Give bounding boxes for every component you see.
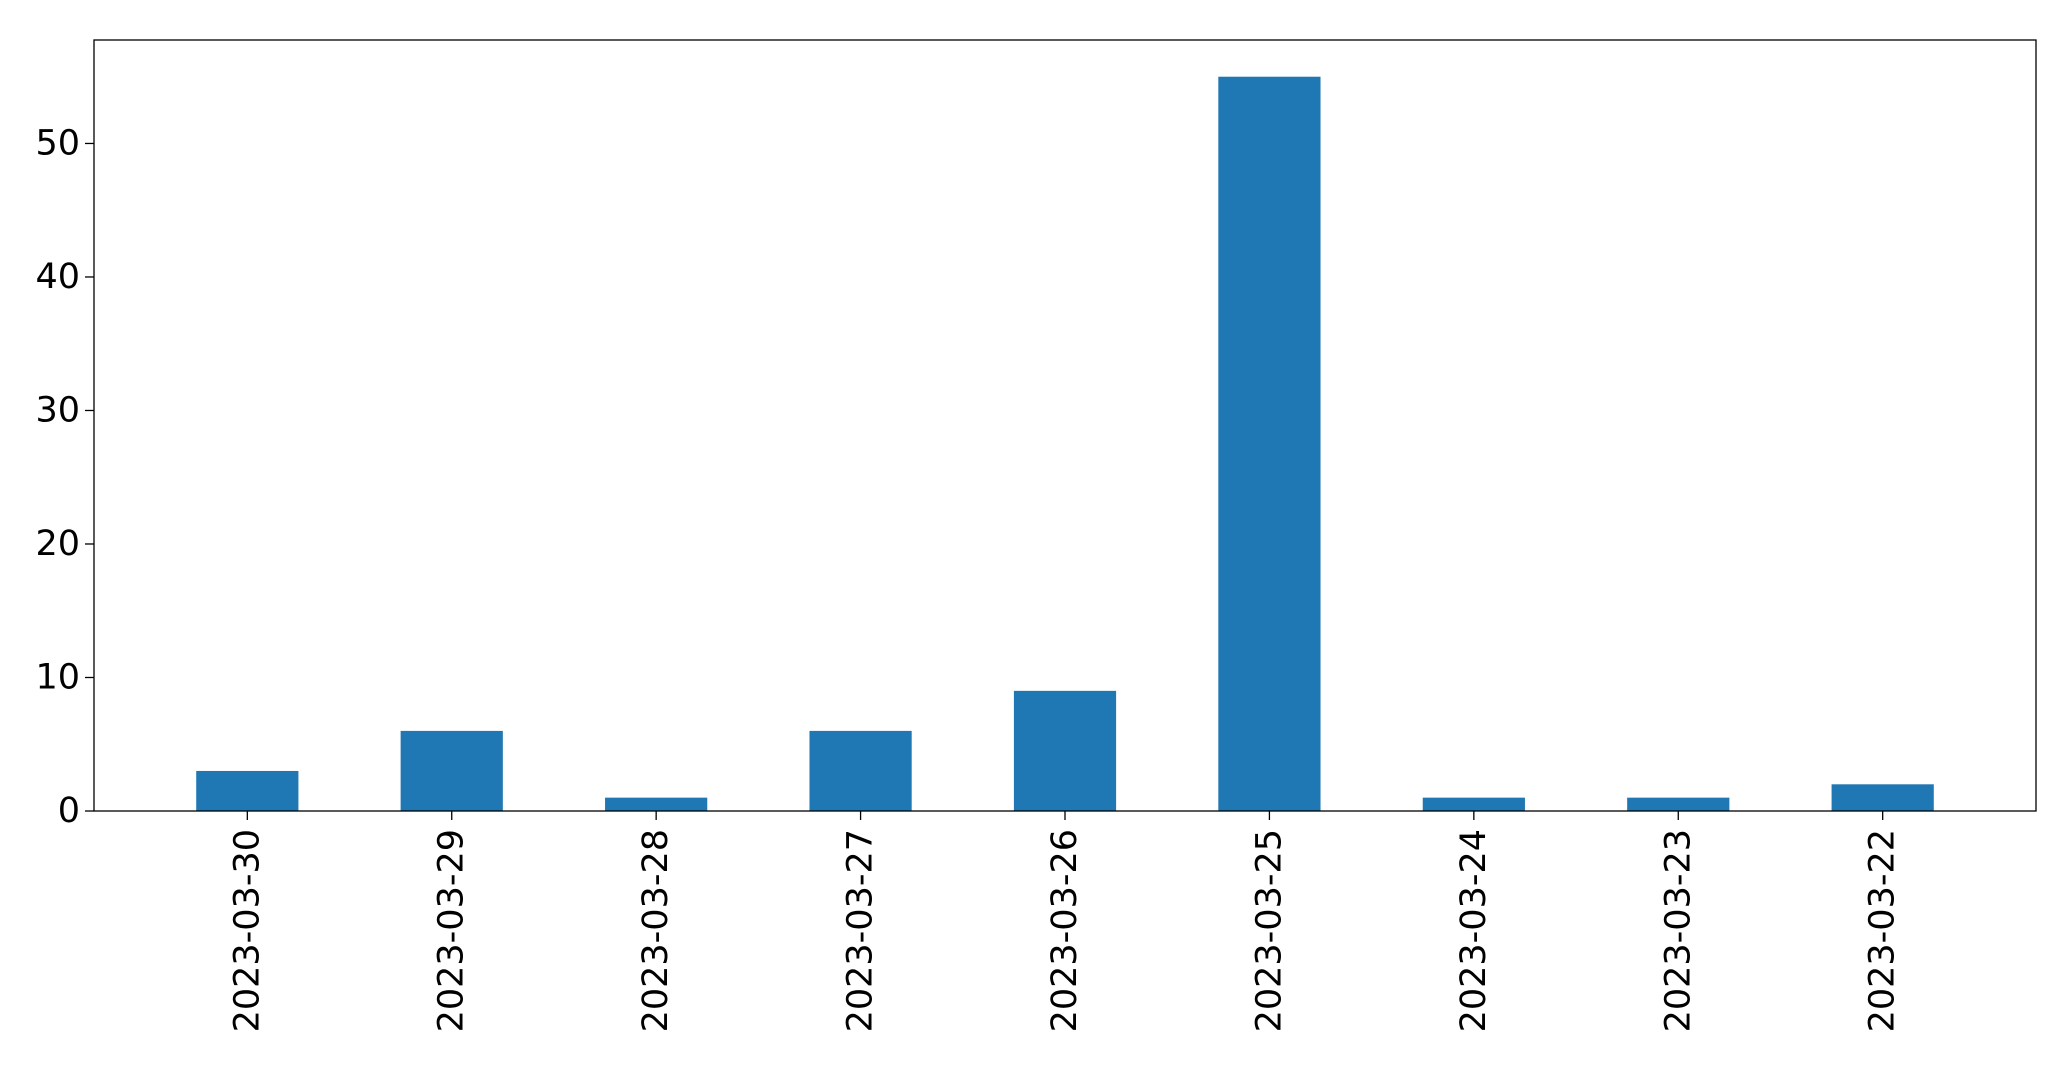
y-axis: 0 10 20 30 40 50 [35, 123, 94, 831]
x-tick-label: 2023-03-25 [1249, 829, 1289, 1032]
x-axis: 2023-03-30 2023-03-29 2023-03-28 2023-03-27… [227, 811, 1903, 1032]
y-tick-label: 30 [35, 390, 80, 430]
y-tick-label: 10 [35, 657, 80, 697]
y-tick-label: 0 [58, 791, 80, 831]
bar-2023-03-24 [1422, 797, 1525, 811]
x-tick-label: 2023-03-28 [636, 829, 676, 1032]
x-tick-label: 2023-03-22 [1863, 829, 1903, 1032]
plot-frame [93, 39, 2037, 812]
bar-2023-03-23 [1627, 797, 1730, 811]
bar-2023-03-26 [1013, 690, 1117, 811]
x-tick-label: 2023-03-23 [1658, 829, 1698, 1032]
bar-2023-03-29 [400, 730, 503, 811]
bar-2023-03-22 [1831, 784, 1934, 811]
bars-layer [196, 76, 1934, 811]
x-tick-label: 2023-03-29 [432, 829, 472, 1032]
y-tick-label: 20 [35, 524, 80, 564]
x-tick-label: 2023-03-30 [227, 829, 267, 1032]
bar-2023-03-30 [196, 770, 299, 811]
y-tick-label: 50 [35, 123, 80, 163]
bar-2023-03-27 [809, 730, 912, 811]
y-tick-label: 40 [35, 257, 80, 297]
bar-2023-03-25 [1218, 76, 1321, 811]
x-tick-label: 2023-03-27 [841, 829, 881, 1032]
x-tick-label: 2023-03-26 [1045, 829, 1085, 1032]
x-tick-label: 2023-03-24 [1454, 829, 1494, 1032]
bar-2023-03-28 [605, 797, 708, 811]
